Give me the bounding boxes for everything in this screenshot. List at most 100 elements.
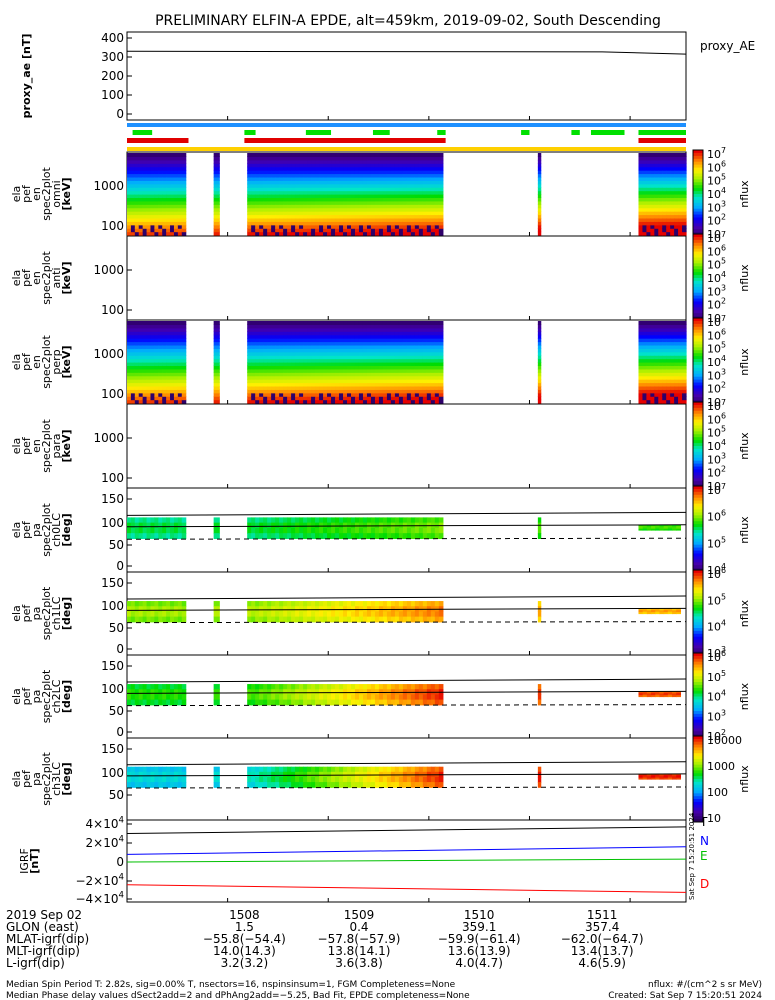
spectrogram-cell bbox=[370, 365, 376, 370]
pitch-angle-cell bbox=[672, 693, 677, 696]
spectrogram-cell bbox=[154, 351, 159, 356]
spectrogram-cell bbox=[678, 344, 683, 349]
spectrogram-cell bbox=[323, 153, 328, 158]
spectrogram-cell bbox=[339, 211, 344, 216]
spectrogram-cell bbox=[255, 224, 260, 229]
spectrogram-cell bbox=[291, 163, 296, 168]
pitch-angle-cell bbox=[283, 766, 288, 773]
spectrogram-cell bbox=[386, 327, 392, 332]
spectrogram-cell bbox=[271, 355, 276, 360]
pitch-angle-cell bbox=[279, 606, 284, 613]
spectrogram-cell bbox=[642, 331, 648, 336]
spectrogram-cell bbox=[347, 344, 352, 349]
pitch-angle-cell bbox=[275, 694, 280, 701]
pitch-angle-cell bbox=[319, 689, 324, 696]
spectrogram-cell bbox=[271, 334, 276, 339]
spectrogram-cell bbox=[177, 392, 183, 397]
pitch-angle-cell bbox=[398, 533, 404, 539]
spectrogram-cell bbox=[430, 351, 436, 356]
pitch-angle-cell bbox=[655, 612, 661, 615]
spectrogram-cell bbox=[402, 200, 408, 205]
pitch-angle-cell bbox=[283, 782, 288, 788]
spectrogram-cell bbox=[173, 211, 179, 216]
spectrogram-cell bbox=[398, 341, 404, 346]
spectrogram-cell bbox=[378, 214, 384, 219]
spectrogram-cell bbox=[130, 211, 136, 216]
spectrogram-cell bbox=[134, 327, 140, 332]
spectrogram-cell bbox=[213, 324, 220, 329]
spectrogram-cell bbox=[283, 338, 288, 343]
spectrogram-cell bbox=[162, 399, 167, 404]
spectrogram-cell bbox=[331, 324, 336, 329]
spectrogram-cell bbox=[279, 190, 284, 195]
spectrogram-cell bbox=[658, 194, 663, 199]
spectrogram-cell bbox=[378, 224, 384, 229]
pitch-angle-cell bbox=[386, 517, 392, 524]
spectrogram-cell bbox=[303, 197, 308, 202]
pitch-angle-cell bbox=[394, 533, 400, 539]
spectrogram-cell bbox=[382, 327, 388, 332]
spectrogram-cell bbox=[646, 379, 651, 384]
spectrogram-cell bbox=[154, 327, 159, 332]
pitch-angle-cell bbox=[343, 699, 348, 706]
spectrogram-cell bbox=[382, 159, 388, 164]
spectrogram-cell bbox=[390, 338, 396, 343]
spectrogram-cell bbox=[177, 399, 183, 404]
pitch-angle-cell bbox=[267, 699, 272, 706]
pitch-angle-cell bbox=[303, 771, 308, 778]
ytick-label: 0 bbox=[116, 725, 124, 739]
spectrogram-cell bbox=[142, 231, 148, 236]
spectrogram-cell bbox=[173, 375, 179, 380]
spectrogram-cell bbox=[670, 392, 675, 397]
spectrogram-cell bbox=[319, 392, 324, 397]
ylabel-pa_ch3: ch3LC bbox=[50, 762, 63, 796]
spectrogram-cell bbox=[271, 362, 276, 367]
spectrogram-cell bbox=[658, 358, 663, 363]
spectrogram-cell bbox=[267, 355, 272, 360]
spectrogram-cell bbox=[331, 221, 336, 226]
spectrogram-cell bbox=[646, 385, 651, 390]
spectrogram-cell bbox=[166, 159, 171, 164]
pitch-angle-cell bbox=[162, 616, 167, 623]
spectrogram-cell bbox=[299, 176, 304, 181]
pitch-angle-cell bbox=[127, 611, 132, 618]
spectrogram-cell bbox=[386, 221, 392, 226]
spectrogram-cell bbox=[142, 344, 148, 349]
spectrogram-cell bbox=[287, 385, 292, 390]
pitch-angle-cell bbox=[283, 606, 288, 613]
spectrogram-cell bbox=[319, 173, 324, 178]
spectrogram-cell bbox=[166, 190, 171, 195]
pitch-angle-cell bbox=[173, 517, 179, 524]
pitch-angle-cell bbox=[279, 766, 284, 773]
spectrogram-cell bbox=[406, 396, 412, 401]
spectrogram-cell bbox=[134, 344, 140, 349]
spectrogram-cell bbox=[146, 197, 152, 202]
spectrogram-cell bbox=[394, 170, 400, 175]
spectrogram-cell bbox=[370, 200, 376, 205]
spectrogram-cell bbox=[291, 204, 296, 209]
spectrogram-cell bbox=[642, 180, 648, 185]
spectrogram-cell bbox=[142, 365, 148, 370]
spectrogram-cell bbox=[259, 344, 264, 349]
spectrogram-cell bbox=[158, 399, 163, 404]
pitch-angle-cell bbox=[315, 782, 320, 788]
spectrogram-cell bbox=[358, 358, 364, 363]
pitch-angle-cell bbox=[150, 684, 155, 690]
spectrogram-cell bbox=[366, 385, 372, 390]
spectrogram-cell bbox=[394, 321, 400, 326]
spectrogram-cell bbox=[662, 379, 667, 384]
spectrogram-cell bbox=[662, 368, 667, 373]
spectrogram-cell bbox=[311, 368, 316, 373]
spectrogram-cell bbox=[154, 204, 159, 209]
pitch-angle-cell bbox=[667, 524, 673, 527]
spectrogram-cell bbox=[251, 211, 256, 216]
spectrogram-cell bbox=[303, 389, 308, 394]
spectrogram-cell bbox=[678, 231, 683, 236]
spectrogram-cell bbox=[674, 200, 679, 205]
spectrogram-cell bbox=[410, 355, 416, 360]
spectrogram-cell bbox=[642, 159, 648, 164]
spectrogram-cell bbox=[426, 166, 432, 171]
spectrogram-cell bbox=[323, 231, 328, 236]
pitch-angle-cell bbox=[315, 771, 320, 778]
spectrogram-cell bbox=[255, 207, 260, 212]
